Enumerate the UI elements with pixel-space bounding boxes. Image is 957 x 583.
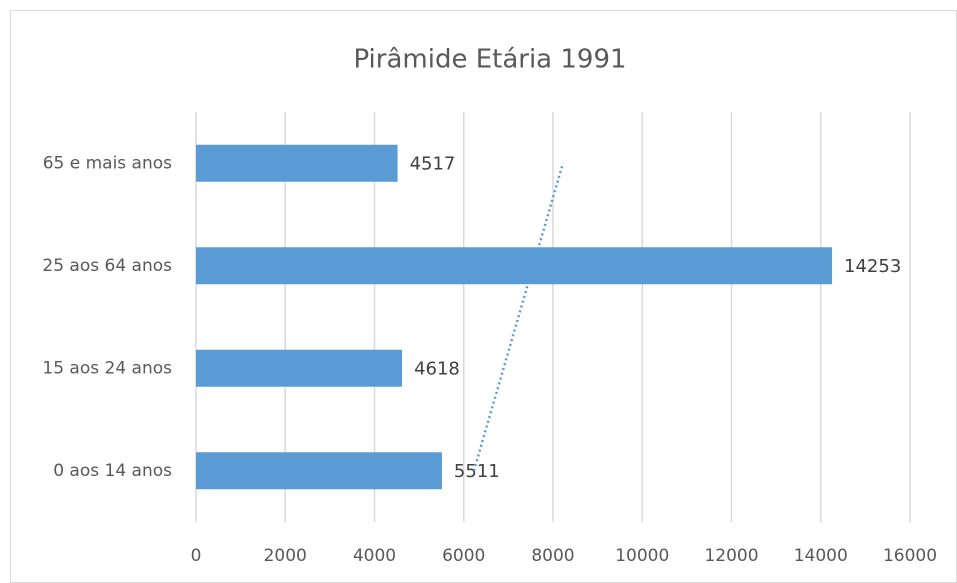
bar bbox=[196, 247, 833, 285]
y-tick-label: 15 aos 24 anos bbox=[42, 358, 172, 378]
data-label: 4618 bbox=[414, 358, 460, 379]
y-tick-label: 25 aos 64 anos bbox=[42, 256, 172, 276]
data-label: 14253 bbox=[844, 256, 901, 277]
y-tick-label: 0 aos 14 anos bbox=[53, 461, 172, 481]
bar bbox=[196, 452, 442, 490]
bar bbox=[196, 349, 403, 387]
bar bbox=[196, 144, 398, 182]
chart-title: Pirâmide Etária 1991 bbox=[353, 45, 626, 75]
data-label: 4517 bbox=[410, 153, 456, 174]
trendline bbox=[472, 162, 565, 472]
x-tick-label: 2000 bbox=[264, 546, 307, 566]
x-tick-label: 16000 bbox=[883, 546, 937, 566]
data-label: 5511 bbox=[454, 461, 500, 482]
x-tick-label: 8000 bbox=[531, 546, 574, 566]
chart-frame bbox=[10, 10, 957, 583]
x-tick-label: 6000 bbox=[442, 546, 485, 566]
x-tick-label: 12000 bbox=[704, 546, 758, 566]
x-tick-label: 4000 bbox=[353, 546, 396, 566]
x-tick-label: 10000 bbox=[615, 546, 669, 566]
y-tick-label: 65 e mais anos bbox=[43, 153, 172, 173]
x-tick-label: 14000 bbox=[794, 546, 848, 566]
x-tick-label: 0 bbox=[191, 546, 202, 566]
